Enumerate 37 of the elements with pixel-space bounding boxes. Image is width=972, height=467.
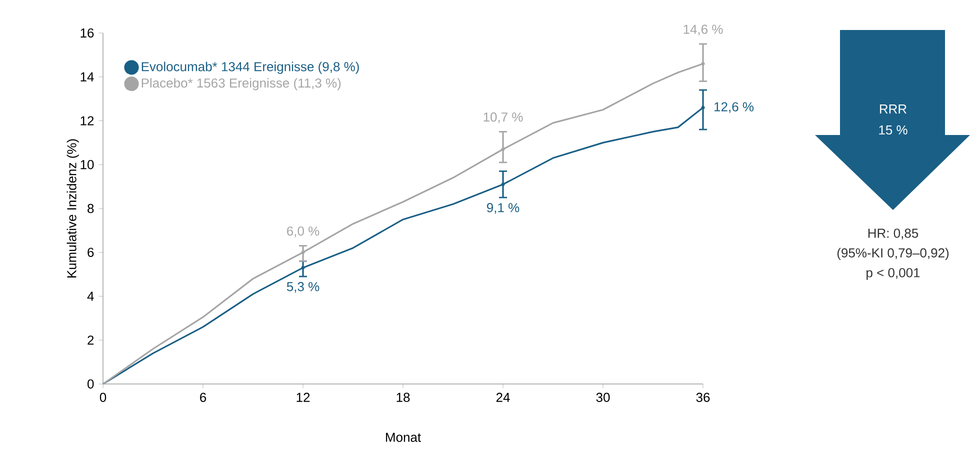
text: RRR <box>880 104 906 114</box>
point <box>701 106 705 110</box>
point <box>301 250 305 254</box>
x-tick-label: 24 <box>496 392 510 402</box>
x-tick-label: 12 <box>296 392 310 402</box>
data-label: 14,6 % <box>684 24 723 36</box>
y-axis-title: Kumulative Inzidenz (%) <box>66 139 79 278</box>
text: p < 0,001 <box>866 268 920 280</box>
x-axis-title: Monat <box>386 432 421 442</box>
y-tick-label: 0 <box>88 379 94 389</box>
y-tick-label: 12 <box>80 116 94 126</box>
data-label: 5,3 % <box>286 282 320 293</box>
point <box>301 266 305 270</box>
y-tick-label: 16 <box>80 28 94 38</box>
y-tick-label: 2 <box>88 336 94 345</box>
point <box>501 147 505 152</box>
legend-label: Placebo* 1563 Ereignisse (11,3 %) <box>142 78 341 90</box>
text: (95%-KI 0,79–0,92) <box>837 248 949 260</box>
y-tick-label: 10 <box>80 160 94 170</box>
data-label: 12,6 % <box>714 102 754 113</box>
point <box>701 62 705 66</box>
y-tick-label: 14 <box>80 72 94 82</box>
data-label: 9,1 % <box>487 203 520 214</box>
point <box>501 182 505 186</box>
data-label: 6,0 % <box>287 226 320 238</box>
x-tick-label: 18 <box>396 392 410 402</box>
text: 15 % <box>879 125 908 135</box>
y-tick-label: 8 <box>88 204 94 214</box>
x-tick-label: 30 <box>596 392 610 402</box>
x-tick-label: 36 <box>696 392 710 402</box>
x-tick-label: 6 <box>200 392 206 402</box>
text: HR: 0,85 <box>868 228 918 240</box>
y-tick-label: 6 <box>88 248 94 257</box>
legend-label: Evolocumab* 1344 Ereignisse (9,8 %) <box>142 62 359 74</box>
y-tick-label: 4 <box>87 292 94 301</box>
data-label: 10,7 % <box>484 112 523 124</box>
x-tick-label: 0 <box>100 392 106 402</box>
